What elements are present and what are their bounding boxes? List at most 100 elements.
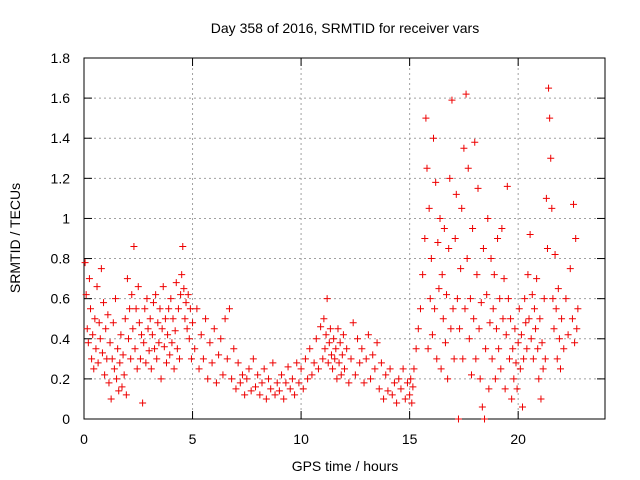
- data-point: [345, 379, 353, 387]
- plot-frame: [83, 57, 606, 420]
- data-point: [533, 275, 541, 283]
- data-point: [142, 359, 150, 367]
- data-point: [247, 387, 255, 395]
- data-point: [397, 385, 405, 393]
- data-point: [428, 331, 436, 339]
- data-point: [489, 305, 497, 313]
- data-point: [434, 239, 442, 247]
- data-point: [148, 331, 156, 339]
- data-point: [171, 327, 179, 335]
- data-point: [100, 299, 108, 307]
- data-point: [503, 182, 511, 190]
- data-point: [324, 359, 332, 367]
- data-point: [304, 375, 312, 383]
- data-point: [164, 331, 172, 339]
- data-point: [114, 345, 122, 353]
- data-point: [380, 395, 388, 403]
- data-point: [245, 365, 253, 373]
- data-point: [354, 335, 362, 343]
- data-point: [472, 355, 480, 363]
- data-point: [152, 291, 160, 299]
- data-point: [128, 291, 136, 299]
- data-point: [295, 379, 303, 387]
- data-point: [105, 379, 113, 387]
- data-point: [177, 291, 185, 299]
- data-point: [373, 339, 381, 347]
- data-point: [125, 335, 133, 343]
- data-point: [386, 365, 394, 373]
- data-point: [166, 351, 174, 359]
- data-point: [275, 387, 283, 395]
- data-point: [136, 355, 144, 363]
- data-point: [333, 375, 341, 383]
- data-point: [516, 365, 524, 373]
- data-point: [539, 365, 547, 373]
- data-point: [505, 355, 513, 363]
- data-point: [144, 325, 152, 333]
- data-point: [474, 184, 482, 192]
- data-point: [187, 355, 195, 363]
- data-point: [524, 271, 532, 279]
- data-point: [267, 385, 275, 393]
- data-point: [181, 315, 189, 323]
- data-point: [139, 399, 147, 407]
- data-point: [433, 355, 441, 363]
- data-point: [508, 395, 516, 403]
- data-point: [189, 319, 197, 327]
- data-point: [176, 355, 184, 363]
- data-point: [497, 365, 505, 373]
- data-point: [115, 387, 123, 395]
- data-point: [228, 375, 236, 383]
- data-point: [482, 345, 490, 353]
- chart-title: Day 358 of 2016, SRMTID for receiver var…: [211, 20, 479, 36]
- data-point: [230, 345, 238, 353]
- data-point: [377, 359, 385, 367]
- data-point: [273, 379, 281, 387]
- data-point: [545, 84, 553, 92]
- data-point: [179, 243, 187, 251]
- data-point: [260, 365, 268, 373]
- data-point: [84, 339, 92, 347]
- data-point: [291, 391, 299, 399]
- data-point: [426, 295, 434, 303]
- data-point: [160, 343, 168, 351]
- data-point: [371, 365, 379, 373]
- data-point: [476, 375, 484, 383]
- data-point: [140, 339, 148, 347]
- data-point: [542, 194, 550, 202]
- data-point: [161, 315, 169, 323]
- data-point: [406, 391, 414, 399]
- data-point: [335, 359, 343, 367]
- data-point: [552, 305, 560, 313]
- data-point: [536, 315, 544, 323]
- y-tick-label: 1.2: [51, 170, 71, 186]
- data-point: [321, 345, 329, 353]
- data-point: [111, 295, 119, 303]
- data-point: [133, 365, 141, 373]
- data-point: [182, 299, 190, 307]
- data-point: [551, 251, 559, 259]
- data-point: [517, 331, 525, 339]
- data-point: [155, 339, 163, 347]
- data-point: [473, 271, 481, 279]
- data-point: [469, 224, 477, 232]
- data-point: [554, 285, 562, 293]
- data-point: [184, 291, 192, 299]
- data-point: [393, 399, 401, 407]
- data-point: [460, 144, 468, 152]
- data-point: [91, 315, 99, 323]
- x-tick-label: 15: [402, 431, 418, 447]
- y-tick-label: 0.8: [51, 251, 71, 267]
- data-point: [169, 315, 177, 323]
- data-point: [119, 351, 127, 359]
- data-point: [409, 383, 417, 391]
- data-point: [336, 339, 344, 347]
- data-point: [170, 365, 178, 373]
- data-point: [110, 365, 118, 373]
- data-point: [149, 299, 157, 307]
- data-point: [448, 96, 456, 104]
- data-point: [556, 365, 564, 373]
- y-tick-label: 1.4: [51, 130, 71, 146]
- data-point: [135, 319, 143, 327]
